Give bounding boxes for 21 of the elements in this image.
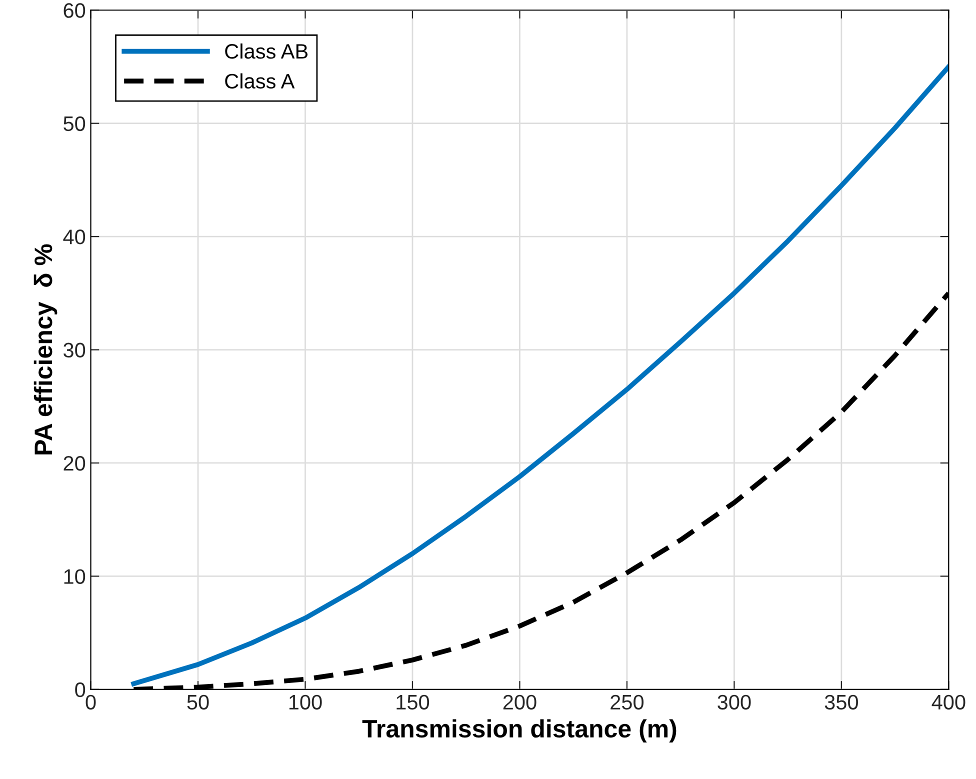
y-tick-label: 40 [63, 230, 86, 244]
x-axis-title: Transmission distance (m) [362, 719, 676, 743]
x-tick-label: 0 [86, 694, 96, 710]
y-tick-label: 30 [64, 342, 86, 358]
x-tick-label: 200 [503, 694, 536, 710]
y-tick-label: 60 [64, 3, 86, 18]
x-tick-label: 50 [187, 694, 209, 710]
y-axis-title: PA efficiency δ % [34, 244, 58, 454]
x-tick-label: 250 [610, 694, 644, 710]
x-tick-label: 150 [396, 694, 430, 710]
x-tick-label: 400 [932, 694, 966, 710]
x-tick-label: 100 [289, 694, 322, 710]
legend-label: Class AB [225, 43, 308, 59]
y-tick-label: 50 [64, 116, 86, 132]
x-tick-label: 350 [824, 694, 858, 710]
y-tick-label: 0 [75, 682, 86, 698]
line-series [131, 64, 949, 686]
y-tick-label: 20 [64, 456, 86, 471]
legend-label: Class A [225, 73, 295, 89]
y-tick-label: 10 [64, 569, 86, 584]
x-tick-label: 300 [718, 694, 751, 710]
